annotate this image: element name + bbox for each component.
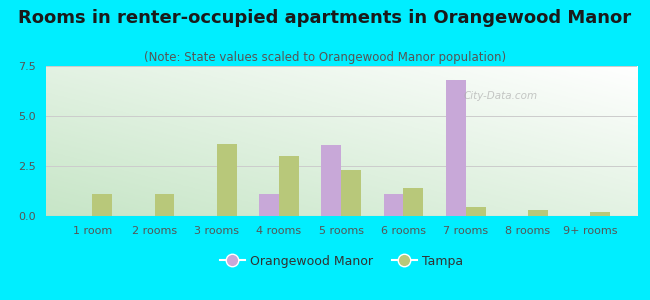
Bar bbox=[217, 144, 237, 216]
Text: Rooms in renter-occupied apartments in Orangewood Manor: Rooms in renter-occupied apartments in O… bbox=[18, 9, 632, 27]
Text: (Note: State values scaled to Orangewood Manor population): (Note: State values scaled to Orangewood… bbox=[144, 51, 506, 64]
Bar bbox=[465, 207, 486, 216]
Bar bbox=[321, 145, 341, 216]
Bar bbox=[528, 210, 548, 216]
Bar bbox=[279, 156, 299, 216]
Legend: Orangewood Manor, Tampa: Orangewood Manor, Tampa bbox=[214, 250, 468, 273]
Bar bbox=[92, 194, 112, 216]
Text: City-Data.com: City-Data.com bbox=[464, 91, 538, 101]
Bar bbox=[446, 80, 465, 216]
Bar bbox=[259, 194, 279, 216]
Bar bbox=[384, 194, 404, 216]
Bar bbox=[341, 170, 361, 216]
Bar bbox=[155, 194, 174, 216]
Bar bbox=[590, 212, 610, 216]
Bar bbox=[404, 188, 423, 216]
